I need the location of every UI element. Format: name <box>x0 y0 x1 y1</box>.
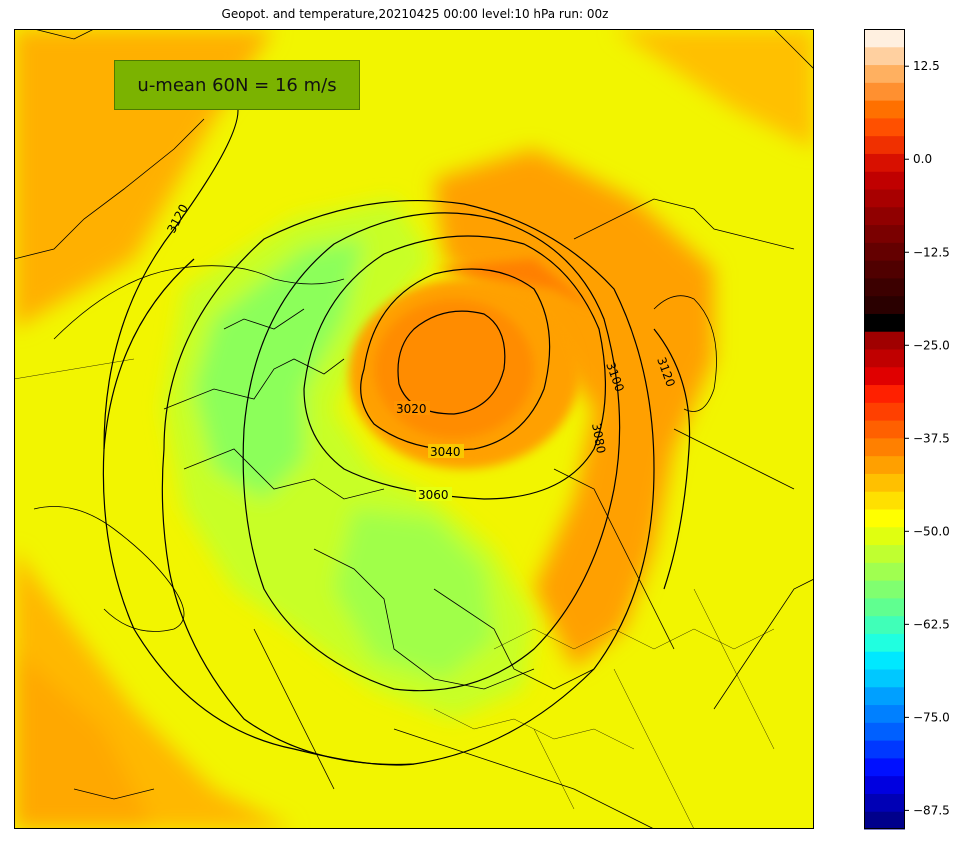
colorbar-swatch <box>864 171 905 190</box>
contour-3060 <box>303 235 607 500</box>
u-mean-text: u-mean 60N = 16 m/s <box>137 74 337 96</box>
colorbar-swatch <box>864 117 905 137</box>
colorbar-swatch <box>864 455 905 474</box>
contour-labels: 3020 3040 3060 3080 3100 3120 3120 <box>164 202 677 502</box>
colorbar-swatch <box>864 686 905 706</box>
colorbar-swatch <box>864 473 905 492</box>
colorbar-swatch <box>864 64 905 83</box>
colorbar-swatch <box>864 82 905 101</box>
contour-3080 <box>242 212 621 692</box>
colorbar-swatch <box>864 331 905 350</box>
colorbar-swatch <box>864 757 905 777</box>
colorbar-swatch <box>864 491 905 510</box>
colorbar-tick-label: −75.0 <box>913 710 950 724</box>
colorbar-swatch <box>864 420 905 439</box>
contour-3120-east <box>653 328 691 590</box>
contour-label-3020: 3020 <box>396 402 427 416</box>
colorbar-tick-label: −37.5 <box>913 431 950 445</box>
colorbar-swatch <box>864 153 905 172</box>
colorbar-swatch <box>864 206 905 226</box>
colorbar-swatch <box>864 526 905 546</box>
colorbar-swatch <box>864 704 905 723</box>
colorbar-swatch <box>864 562 905 581</box>
colorbar-swatch <box>864 633 905 652</box>
colorbar-swatch <box>864 509 905 528</box>
contour-label-3040: 3040 <box>430 445 461 459</box>
colorbar-tick-label: −25.0 <box>913 338 950 352</box>
coastlines <box>14 29 814 829</box>
colorbar-swatch <box>864 366 905 386</box>
colorbar-swatch <box>864 597 905 617</box>
colorbar-tick-label: 0.0 <box>913 152 932 166</box>
colorbar-tick-label: −62.5 <box>913 617 950 631</box>
colorbar-swatch <box>864 669 905 688</box>
colorbar-swatch <box>864 295 905 314</box>
colorbar-swatch <box>864 384 905 403</box>
u-mean-info-box: u-mean 60N = 16 m/s <box>114 60 360 110</box>
colorbar-swatch <box>864 775 905 794</box>
borders <box>14 358 775 829</box>
colorbar-swatch <box>864 260 905 279</box>
contour-label-3060: 3060 <box>418 488 449 502</box>
colorbar: 12.5 0.0 −12.5 −25.0 −37.5 −50.0 −62.5 −75.0 −87… <box>864 29 950 830</box>
colorbar-swatch <box>864 544 905 563</box>
colorbar-swatch <box>864 793 905 812</box>
colorbar-swatch <box>864 46 905 66</box>
colorbar-swatch <box>864 224 905 243</box>
cool-regions <box>164 199 534 719</box>
colorbar-tick-label: −50.0 <box>913 524 950 538</box>
colorbar-swatch <box>864 615 905 634</box>
colorbar-swatches <box>864 29 905 830</box>
colorbar-swatch <box>864 242 905 261</box>
colorbar-swatch <box>864 313 905 332</box>
colorbar-tick-label: −87.5 <box>913 803 950 817</box>
colorbar-tick-label: 12.5 <box>913 59 940 73</box>
contour-3040 <box>360 268 551 451</box>
colorbar-swatch <box>864 722 905 741</box>
chart-title: Geopot. and temperature,20210425 00:00 l… <box>221 7 609 21</box>
colorbar-swatch <box>864 811 905 830</box>
contour-3120-west <box>102 258 415 766</box>
colorbar-swatch <box>864 402 905 421</box>
contour-label-3080: 3080 <box>589 422 608 455</box>
colorbar-swatch <box>864 349 905 368</box>
colorbar-swatch <box>864 580 905 599</box>
colorbar-swatch <box>864 437 905 457</box>
colorbar-swatch <box>864 651 905 670</box>
contour-3100 <box>161 200 655 766</box>
map-panel: 3020 3040 3060 3080 3100 3120 3120 <box>14 29 814 829</box>
colorbar-tick-label: −12.5 <box>913 245 950 259</box>
colorbar-swatch <box>864 189 905 208</box>
colorbar-swatch <box>864 740 905 759</box>
colorbar-swatch <box>864 100 905 119</box>
contour-3020 <box>397 310 506 415</box>
colorbar-swatch <box>864 135 905 154</box>
colorbar-swatch <box>864 29 905 48</box>
colorbar-ticks: 12.5 0.0 −12.5 −25.0 −37.5 −50.0 −62.5 −75.0 −87… <box>905 59 950 817</box>
colorbar-swatch <box>864 277 905 297</box>
